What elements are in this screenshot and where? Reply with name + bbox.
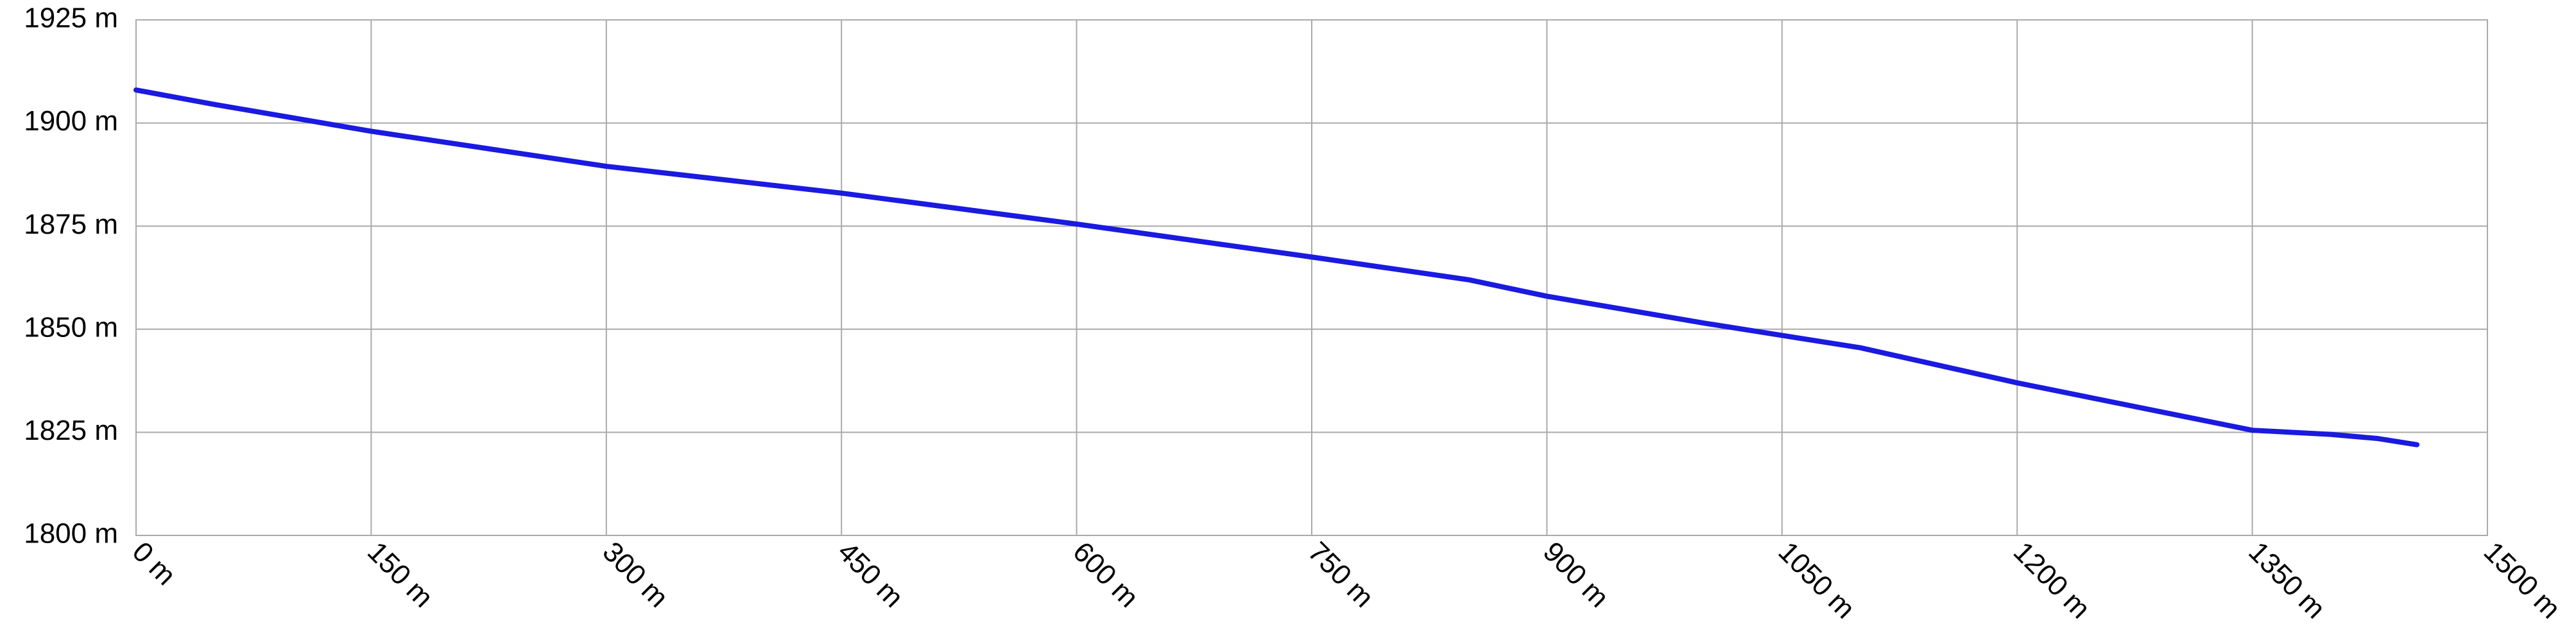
y-tick-label: 1825 m	[24, 415, 118, 446]
y-tick-label: 1900 m	[24, 105, 118, 137]
x-tick-label: 1500 m	[2478, 536, 2566, 625]
y-tick-label: 1875 m	[24, 209, 118, 240]
y-tick-label: 1850 m	[24, 311, 118, 343]
elevation-line	[133, 87, 2420, 447]
x-tick-label: 1200 m	[2007, 536, 2096, 625]
x-tick-label: 900 m	[1537, 536, 1615, 614]
y-tick-label: 1925 m	[24, 3, 118, 34]
x-tick-label: 750 m	[1302, 536, 1380, 614]
x-tick-label: 600 m	[1067, 536, 1144, 614]
x-tick-label: 0 m	[126, 536, 182, 592]
y-tick-label: 1800 m	[24, 518, 118, 550]
x-tick-label: 1350 m	[2242, 536, 2331, 625]
x-tick-label: 1050 m	[1773, 536, 1861, 625]
x-tick-label: 450 m	[832, 536, 909, 614]
x-tick-label: 300 m	[597, 536, 674, 614]
x-tick-label: 150 m	[361, 536, 439, 614]
